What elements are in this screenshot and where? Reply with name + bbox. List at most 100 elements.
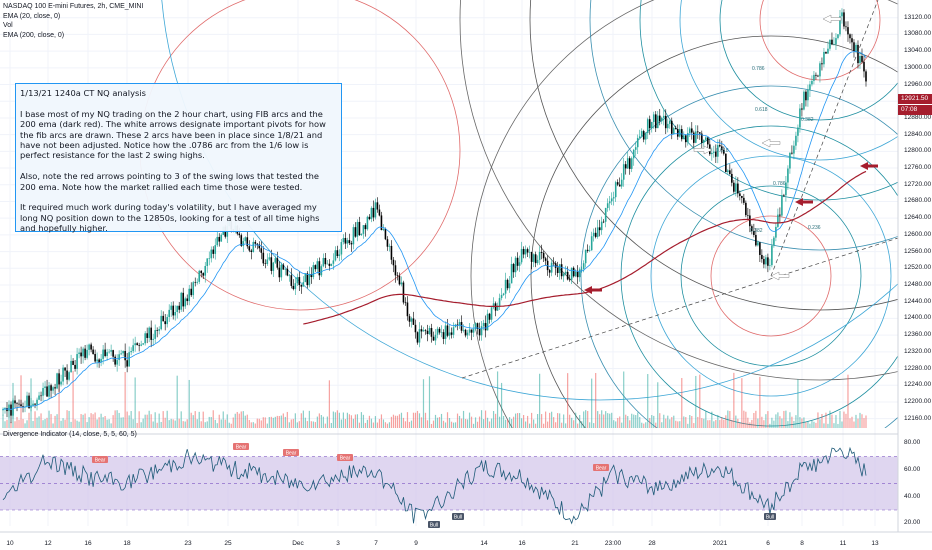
candle-body	[64, 367, 66, 371]
candle-body	[642, 131, 645, 140]
volume-bar	[472, 423, 475, 428]
candle-body	[690, 128, 693, 133]
volume-bar	[516, 413, 519, 428]
volume-bar	[789, 412, 791, 428]
candle-body	[662, 115, 665, 118]
volume-bar	[82, 414, 84, 428]
candle-body	[526, 249, 529, 253]
trend-line	[770, 0, 879, 277]
fib-arc	[530, 35, 898, 428]
candle-body	[146, 333, 148, 338]
volume-bar	[10, 422, 12, 428]
candle-body	[454, 324, 457, 328]
bear-label: Bear	[236, 445, 247, 451]
white-pivot-arrow	[822, 14, 842, 24]
time-tick-label: 8	[800, 540, 804, 547]
candle-body	[757, 242, 759, 246]
volume-bar	[336, 410, 338, 428]
volume-bar	[404, 421, 407, 428]
candle-body	[320, 266, 323, 276]
volume-bar	[482, 419, 485, 428]
candle-body	[626, 158, 629, 169]
volume-bar	[242, 411, 244, 428]
volume-bar	[591, 378, 593, 428]
volume-bar	[647, 374, 649, 428]
candle-body	[274, 258, 277, 263]
candle-body	[763, 259, 765, 265]
fib-arc	[589, 0, 898, 251]
candle-body	[600, 221, 603, 231]
candle-body	[412, 318, 415, 325]
volume-bar	[332, 411, 334, 428]
volume-bar	[801, 418, 803, 428]
candle-body	[284, 268, 287, 270]
volume-bar	[244, 415, 246, 428]
volume-bar	[727, 410, 729, 428]
countdown-tag: 07:08	[898, 105, 932, 115]
candle-body	[682, 135, 685, 140]
white-pivot-arrow	[761, 138, 781, 148]
candle-body	[480, 326, 483, 336]
volume-bar	[785, 410, 787, 428]
candle-body	[92, 349, 94, 354]
price-tick-label: 13080.00	[904, 30, 932, 38]
volume-bar	[410, 420, 413, 428]
candle-body	[150, 327, 152, 340]
candle-body	[825, 51, 827, 54]
candle-body	[86, 349, 88, 358]
trend-lines	[461, 0, 899, 379]
candle-body	[839, 16, 841, 35]
candle-body	[576, 271, 579, 278]
volume-bar	[422, 379, 425, 428]
volume-bar	[330, 422, 332, 428]
rsi-tick-label: 20.00	[904, 519, 921, 527]
candle-body	[809, 84, 811, 90]
candle-body	[560, 264, 563, 277]
candle-body	[574, 271, 577, 277]
candle-body	[316, 261, 319, 270]
volume-bar	[128, 415, 130, 428]
candle-body	[286, 268, 289, 276]
volume-bar	[170, 418, 172, 428]
candle-body	[817, 75, 819, 77]
volume-bar	[182, 421, 184, 428]
candle-body	[366, 216, 369, 230]
volume-bar	[617, 417, 619, 428]
fib-level-label: 0.382	[801, 117, 814, 123]
candle-body	[26, 395, 28, 407]
candle-body	[472, 329, 475, 333]
volume-bar	[480, 410, 483, 428]
candle-body	[604, 208, 607, 222]
candle-body	[208, 258, 211, 259]
candle-body	[440, 332, 443, 333]
candle-body	[294, 283, 297, 290]
candle-body	[787, 168, 789, 183]
volume-bar	[799, 417, 801, 428]
volume-bar	[458, 415, 461, 428]
volume-bar	[795, 415, 797, 428]
candle-body	[622, 164, 625, 180]
candle-body	[835, 38, 837, 45]
candle-body	[330, 263, 333, 266]
bear-marker	[233, 443, 249, 450]
analysis-note[interactable]: 1/13/21 1240a CT NQ analysis I base most…	[15, 83, 342, 233]
volume-bar	[833, 423, 835, 428]
candle-body	[670, 120, 673, 134]
candle-body	[486, 313, 489, 331]
volume-bar	[396, 415, 399, 428]
time-tick-label: 7	[374, 540, 378, 547]
volume-bar	[78, 421, 80, 428]
volume-bar	[240, 411, 242, 428]
candle-body	[340, 242, 343, 255]
candle-body	[811, 80, 813, 85]
volume-bar	[769, 423, 771, 428]
candle-body	[851, 38, 853, 43]
volume-bar	[843, 411, 845, 428]
candle-body	[32, 403, 34, 406]
candle-body	[158, 329, 160, 331]
candle-body	[218, 236, 221, 242]
volume-bar	[725, 415, 727, 428]
volume-bar	[124, 371, 126, 428]
candle-body	[801, 108, 803, 110]
candle-body	[584, 249, 587, 264]
